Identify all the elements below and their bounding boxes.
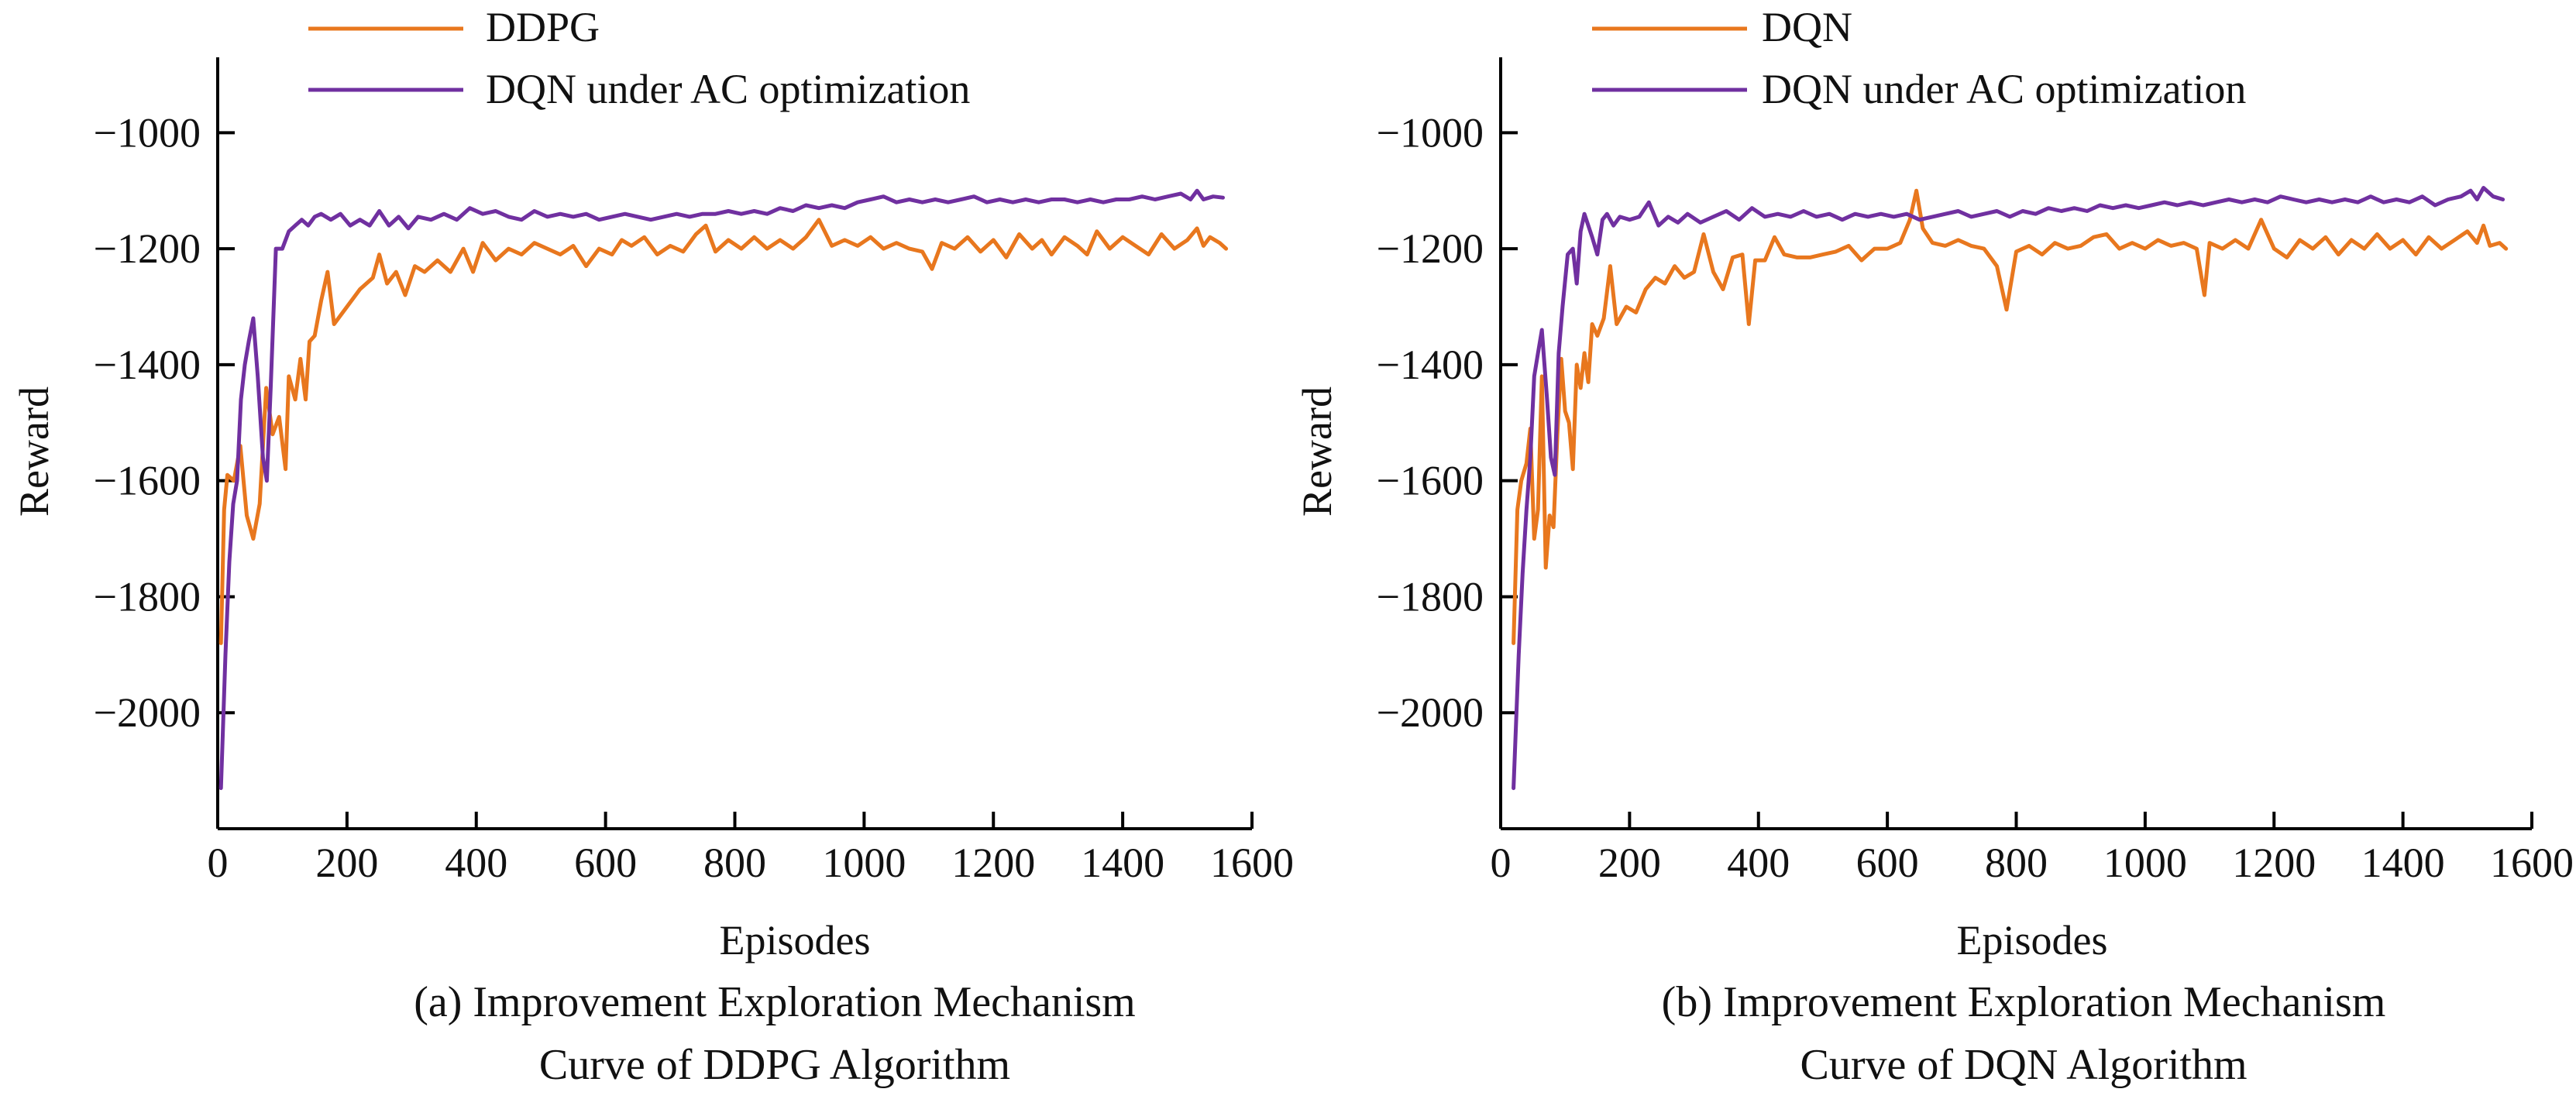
y-tick-label-b-3: −1600 — [1377, 458, 1484, 504]
x-tick-label-b-1: 200 — [1598, 840, 1661, 886]
y-axis-label-a: Reward — [11, 386, 57, 517]
x-tick-label-b-0: 0 — [1491, 840, 1512, 886]
x-tick-label-b-5: 1000 — [2103, 840, 2187, 886]
legend-b: DQN DQN under AC optimization — [1592, 4, 2246, 112]
x-tick-label-b-2: 400 — [1727, 840, 1790, 886]
plot-area-a — [218, 188, 1229, 791]
series-line-b-0 — [1512, 188, 2509, 645]
panel-a: 0 200 400 600 800 1000 1200 1400 1600 −1000 −1200 −… — [11, 4, 1294, 1089]
legend-label-a-1: DQN under AC optimization — [486, 66, 970, 112]
x-tick-label-a-0: 0 — [208, 840, 229, 886]
x-tick-label-a-2: 400 — [445, 840, 507, 886]
y-tick-label-a-2: −1400 — [94, 342, 201, 388]
axes-b: 0 200 400 600 800 1000 1200 1400 1600 −1000 −1200 −… — [1377, 57, 2574, 886]
legend-label-b-0: DQN — [1762, 4, 1852, 50]
axes-a: 0 200 400 600 800 1000 1200 1400 1600 −1000 −1200 −… — [94, 57, 1294, 886]
y-axis-label-b: Reward — [1294, 386, 1340, 517]
caption-b-line2: Curve of DQN Algorithm — [1800, 1041, 2247, 1089]
legend-a: DDPG DQN under AC optimization — [308, 4, 970, 112]
x-axis-label-a: Episodes — [720, 917, 871, 963]
y-tick-label-b-5: −2000 — [1377, 689, 1484, 736]
series-line-b-1 — [1512, 186, 2505, 791]
x-tick-label-a-1: 200 — [315, 840, 378, 886]
x-tick-label-b-4: 800 — [1985, 840, 2048, 886]
x-tick-label-b-7: 1400 — [2361, 840, 2445, 886]
x-tick-label-b-3: 600 — [1856, 840, 1919, 886]
caption-b-line1: (b) Improvement Exploration Mechanism — [1662, 978, 2386, 1026]
series-line-a-1 — [218, 188, 1225, 791]
y-tick-label-a-4: −1800 — [94, 573, 201, 620]
x-tick-label-a-3: 600 — [574, 840, 637, 886]
y-tick-label-a-0: −1000 — [94, 109, 201, 156]
y-tick-label-a-1: −1200 — [94, 225, 201, 272]
series-line-a-0 — [218, 218, 1229, 645]
y-tick-label-b-4: −1800 — [1377, 573, 1484, 620]
y-tick-label-a-3: −1600 — [94, 458, 201, 504]
y-tick-label-b-1: −1200 — [1377, 225, 1484, 272]
caption-a-line1: (a) Improvement Exploration Mechanism — [414, 978, 1136, 1026]
x-tick-label-b-6: 1200 — [2232, 840, 2316, 886]
y-tick-label-b-0: −1000 — [1377, 109, 1484, 156]
plot-area-b — [1512, 186, 2509, 791]
panel-b: 0 200 400 600 800 1000 1200 1400 1600 −1000 −1200 −… — [1294, 4, 2574, 1089]
x-tick-label-b-8: 1600 — [2490, 840, 2574, 886]
y-tick-label-a-5: −2000 — [94, 689, 201, 736]
x-tick-label-a-5: 1000 — [822, 840, 906, 886]
x-tick-label-a-6: 1200 — [951, 840, 1035, 886]
legend-label-a-0: DDPG — [486, 4, 600, 50]
x-axis-label-b: Episodes — [1957, 917, 2108, 963]
x-tick-label-a-8: 1600 — [1210, 840, 1294, 886]
x-tick-label-a-4: 800 — [703, 840, 766, 886]
x-tick-label-a-7: 1400 — [1081, 840, 1164, 886]
y-tick-label-b-2: −1400 — [1377, 342, 1484, 388]
caption-a-line2: Curve of DDPG Algorithm — [539, 1041, 1010, 1089]
legend-label-b-1: DQN under AC optimization — [1762, 66, 2246, 112]
